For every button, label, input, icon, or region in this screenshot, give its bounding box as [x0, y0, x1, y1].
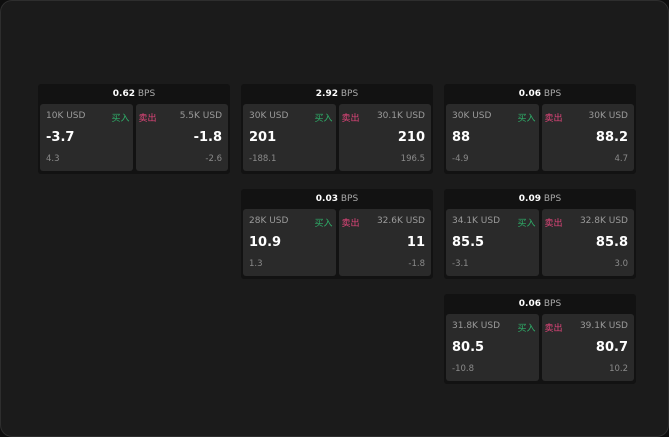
- spread-header: 0.09 BPS: [444, 189, 636, 209]
- sell-size: 39.1K USD: [579, 321, 628, 331]
- spread-unit: BPS: [543, 299, 562, 309]
- quote-card: 2.92 BPS 30K USD 买入 201 -188.1 卖出 30.1K …: [241, 84, 433, 174]
- quote-card: 0.03 BPS 28K USD 买入 10.9 1.3 卖出 32.6K US…: [241, 189, 433, 279]
- buy-quote[interactable]: 34.1K USD 买入 85.5 -3.1: [446, 209, 539, 276]
- buy-price: 80.5: [452, 340, 485, 355]
- sell-price: 88.2: [595, 130, 628, 145]
- buy-quote[interactable]: 30K USD 买入 88 -4.9: [446, 104, 539, 171]
- buy-size: 30K USD: [452, 111, 492, 121]
- sell-quote[interactable]: 卖出 30.1K USD 210 196.5: [338, 104, 431, 171]
- buy-size: 28K USD: [249, 216, 289, 226]
- quote-card: 0.09 BPS 34.1K USD 买入 85.5 -3.1 卖出 32.8K…: [444, 189, 636, 279]
- sell-price: 85.8: [595, 235, 628, 250]
- buy-change: 1.3: [249, 259, 263, 269]
- spread-header: 0.06 BPS: [444, 294, 636, 314]
- sell-change: 196.5: [400, 154, 425, 164]
- sell-price: 210: [397, 130, 425, 145]
- sell-price: 11: [406, 235, 425, 250]
- buy-label: 买入: [111, 114, 130, 124]
- sell-change: -2.6: [205, 154, 222, 164]
- spread-value: 0.06: [518, 89, 541, 99]
- sell-label: 卖出: [341, 114, 360, 124]
- buy-size: 31.8K USD: [452, 321, 501, 331]
- sell-quote[interactable]: 卖出 30K USD 88.2 4.7: [541, 104, 634, 171]
- sell-quote[interactable]: 卖出 32.6K USD 11 -1.8: [338, 209, 431, 276]
- buy-size: 34.1K USD: [452, 216, 501, 226]
- sell-size: 30K USD: [588, 111, 628, 121]
- spread-header: 0.62 BPS: [38, 84, 230, 104]
- sell-size: 5.5K USD: [179, 111, 222, 121]
- buy-label: 买入: [517, 324, 536, 334]
- spread-value: 0.62: [112, 89, 135, 99]
- spread-value: 0.03: [315, 194, 338, 204]
- buy-quote[interactable]: 30K USD 买入 201 -188.1: [243, 104, 336, 171]
- spread-header: 2.92 BPS: [241, 84, 433, 104]
- sell-quote[interactable]: 卖出 32.8K USD 85.8 3.0: [541, 209, 634, 276]
- spread-value: 0.09: [518, 194, 541, 204]
- spread-value: 2.92: [315, 89, 338, 99]
- buy-label: 买入: [517, 114, 536, 124]
- buy-price: 85.5: [452, 235, 485, 250]
- buy-quote[interactable]: 10K USD 买入 -3.7 4.3: [40, 104, 133, 171]
- buy-quote[interactable]: 31.8K USD 买入 80.5 -10.8: [446, 314, 539, 381]
- buy-change: -10.8: [452, 364, 474, 374]
- sell-change: 4.7: [614, 154, 628, 164]
- buy-change: -188.1: [249, 154, 277, 164]
- sell-change: 10.2: [609, 364, 628, 374]
- buy-price: 201: [249, 130, 277, 145]
- sell-label: 卖出: [544, 219, 563, 229]
- buy-quote[interactable]: 28K USD 买入 10.9 1.3: [243, 209, 336, 276]
- quote-card: 0.06 BPS 30K USD 买入 88 -4.9 卖出 30K USD 8…: [444, 84, 636, 174]
- spread-value: 0.06: [518, 299, 541, 309]
- sell-label: 卖出: [138, 114, 157, 124]
- quote-card: 0.62 BPS 10K USD 买入 -3.7 4.3 卖出 5.5K USD…: [38, 84, 230, 174]
- sell-size: 30.1K USD: [376, 111, 425, 121]
- sell-size: 32.8K USD: [579, 216, 628, 226]
- sell-label: 卖出: [544, 324, 563, 334]
- sell-quote[interactable]: 卖出 5.5K USD -1.8 -2.6: [135, 104, 228, 171]
- spread-header: 0.03 BPS: [241, 189, 433, 209]
- sell-label: 卖出: [341, 219, 360, 229]
- sell-change: 3.0: [614, 259, 628, 269]
- sell-price: 80.7: [595, 340, 628, 355]
- buy-price: -3.7: [46, 130, 75, 145]
- spread-header: 0.06 BPS: [444, 84, 636, 104]
- sell-label: 卖出: [544, 114, 563, 124]
- buy-size: 10K USD: [46, 111, 86, 121]
- sell-change: -1.8: [408, 259, 425, 269]
- spread-unit: BPS: [340, 194, 359, 204]
- buy-change: -4.9: [452, 154, 469, 164]
- buy-size: 30K USD: [249, 111, 289, 121]
- spread-unit: BPS: [340, 89, 359, 99]
- buy-price: 10.9: [249, 235, 282, 250]
- buy-change: -3.1: [452, 259, 469, 269]
- buy-label: 买入: [314, 219, 333, 229]
- spread-unit: BPS: [543, 194, 562, 204]
- sell-price: -1.8: [193, 130, 222, 145]
- buy-label: 买入: [314, 114, 333, 124]
- sell-quote[interactable]: 卖出 39.1K USD 80.7 10.2: [541, 314, 634, 381]
- quote-card: 0.06 BPS 31.8K USD 买入 80.5 -10.8 卖出 39.1…: [444, 294, 636, 384]
- buy-price: 88: [452, 130, 471, 145]
- buy-label: 买入: [517, 219, 536, 229]
- spread-unit: BPS: [543, 89, 562, 99]
- sell-size: 32.6K USD: [376, 216, 425, 226]
- spread-unit: BPS: [137, 89, 156, 99]
- buy-change: 4.3: [46, 154, 60, 164]
